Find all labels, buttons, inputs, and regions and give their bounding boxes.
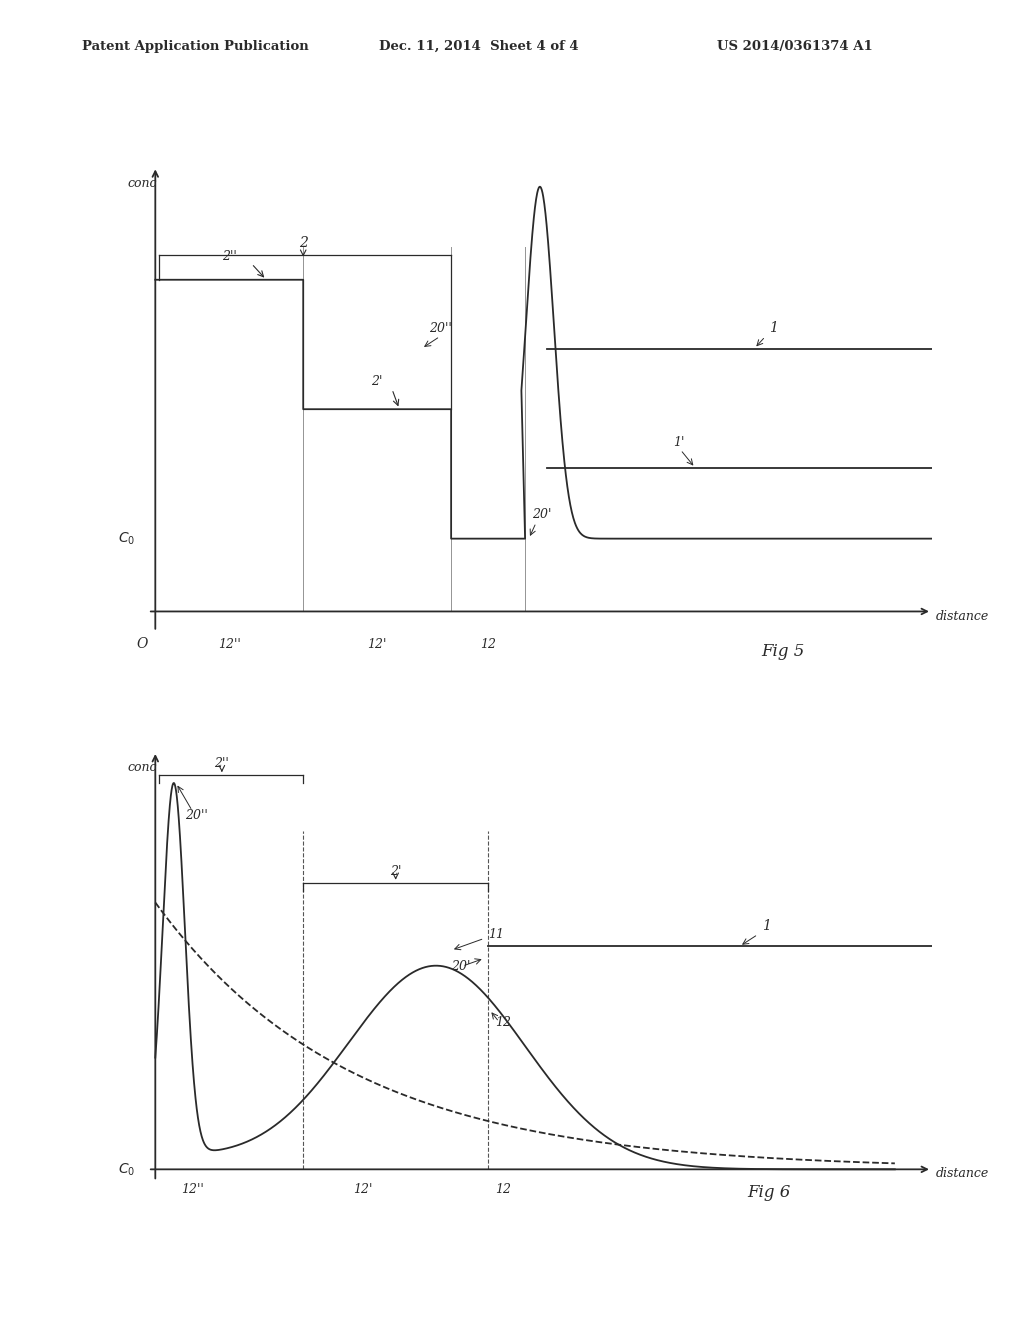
Text: Fig 5: Fig 5 <box>762 643 805 660</box>
Text: 12': 12' <box>368 638 387 651</box>
Text: 2'': 2'' <box>222 249 237 263</box>
Text: 12'': 12'' <box>218 638 241 651</box>
Text: 12': 12' <box>352 1183 372 1196</box>
Text: Patent Application Publication: Patent Application Publication <box>82 40 308 53</box>
Text: conc: conc <box>127 177 157 190</box>
Text: 12: 12 <box>495 1183 511 1196</box>
Text: 1: 1 <box>762 919 771 933</box>
Text: 12: 12 <box>496 1016 512 1030</box>
Text: 12'': 12'' <box>181 1183 204 1196</box>
Text: distance: distance <box>936 610 989 623</box>
Text: distance: distance <box>936 1167 989 1180</box>
Text: 20': 20' <box>452 960 470 973</box>
Text: 2: 2 <box>299 236 307 251</box>
Text: conc: conc <box>127 762 157 774</box>
Text: 1': 1' <box>673 436 684 449</box>
Text: 11: 11 <box>488 928 504 941</box>
Text: 12: 12 <box>480 638 496 651</box>
Text: US 2014/0361374 A1: US 2014/0361374 A1 <box>717 40 872 53</box>
Text: 2'': 2'' <box>214 758 229 770</box>
Text: 2': 2' <box>390 865 401 878</box>
Text: $C_0$: $C_0$ <box>119 531 135 546</box>
Text: Fig 6: Fig 6 <box>746 1184 791 1201</box>
Text: 1: 1 <box>769 321 778 335</box>
Text: 20': 20' <box>532 508 552 521</box>
Text: $C_0$: $C_0$ <box>119 1162 135 1177</box>
Text: 2': 2' <box>372 375 383 388</box>
Text: 20'': 20'' <box>429 322 452 335</box>
Text: O: O <box>137 636 148 651</box>
Text: 20'': 20'' <box>185 809 208 822</box>
Text: Dec. 11, 2014  Sheet 4 of 4: Dec. 11, 2014 Sheet 4 of 4 <box>379 40 579 53</box>
